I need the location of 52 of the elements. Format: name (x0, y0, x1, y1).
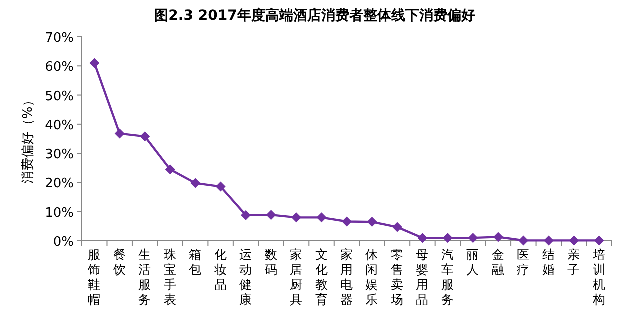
x-tick-label: 培训机构 (592, 247, 606, 307)
point (594, 236, 604, 246)
y-tick-label: 20% (45, 176, 74, 192)
x-tick-label: 餐饮 (112, 247, 126, 277)
x-tick-label: 服饰鞋帽 (87, 247, 102, 307)
point (90, 58, 100, 68)
point (266, 210, 276, 220)
x-tick-label: 亲子 (568, 247, 581, 277)
x-tick-label: 汽车服务 (441, 247, 454, 307)
x-tick-label: 珠宝手表 (164, 247, 177, 307)
y-tick-label: 30% (45, 148, 74, 163)
point (418, 233, 428, 244)
point (518, 236, 529, 246)
y-tick-label: 60% (45, 60, 74, 76)
point (316, 212, 327, 223)
chart-title: 图2.3 2017年度高端酒店消费者整体线下消费偏好 (154, 7, 476, 24)
point (114, 128, 125, 139)
y-axis-title: 消费偏好（%） (21, 94, 36, 184)
x-tick-label: 金融 (492, 247, 505, 277)
x-tick-label: 母婴用品 (416, 247, 430, 307)
x-tick-label: 结婚 (542, 247, 556, 277)
point (342, 216, 352, 227)
x-tick-label: 运动健康 (240, 247, 253, 307)
x-tick-label: 化妆品 (214, 247, 228, 292)
y-tick-label: 70% (45, 31, 74, 46)
y-tick-label: 40% (45, 118, 74, 134)
point (569, 236, 580, 246)
point (468, 233, 478, 244)
point (216, 182, 226, 192)
point (367, 217, 378, 228)
x-tick-label: 零售卖场 (390, 247, 404, 307)
x-tick-label: 家用电器 (340, 247, 354, 307)
point (190, 178, 201, 188)
x-tick-label: 文化教育 (315, 247, 328, 307)
x-tick-label: 休闲娱乐 (366, 247, 379, 307)
x-tick-label: 生活服务 (138, 247, 152, 307)
point (140, 132, 150, 142)
point (442, 233, 453, 244)
x-tick-label: 数码 (264, 247, 278, 277)
x-tick-label: 箱包 (189, 247, 202, 277)
point (544, 236, 554, 246)
point (392, 222, 402, 232)
x-tick-label: 医疗 (517, 247, 530, 277)
y-tick-label: 10% (45, 206, 74, 221)
y-tick-label: 0% (53, 235, 74, 250)
point (292, 212, 302, 223)
point (165, 164, 176, 175)
point (493, 232, 504, 242)
y-tick-label: 50% (45, 89, 74, 104)
point (241, 210, 252, 220)
x-tick-label: 丽人 (466, 247, 480, 277)
x-tick-label: 家居厨具 (290, 247, 304, 307)
